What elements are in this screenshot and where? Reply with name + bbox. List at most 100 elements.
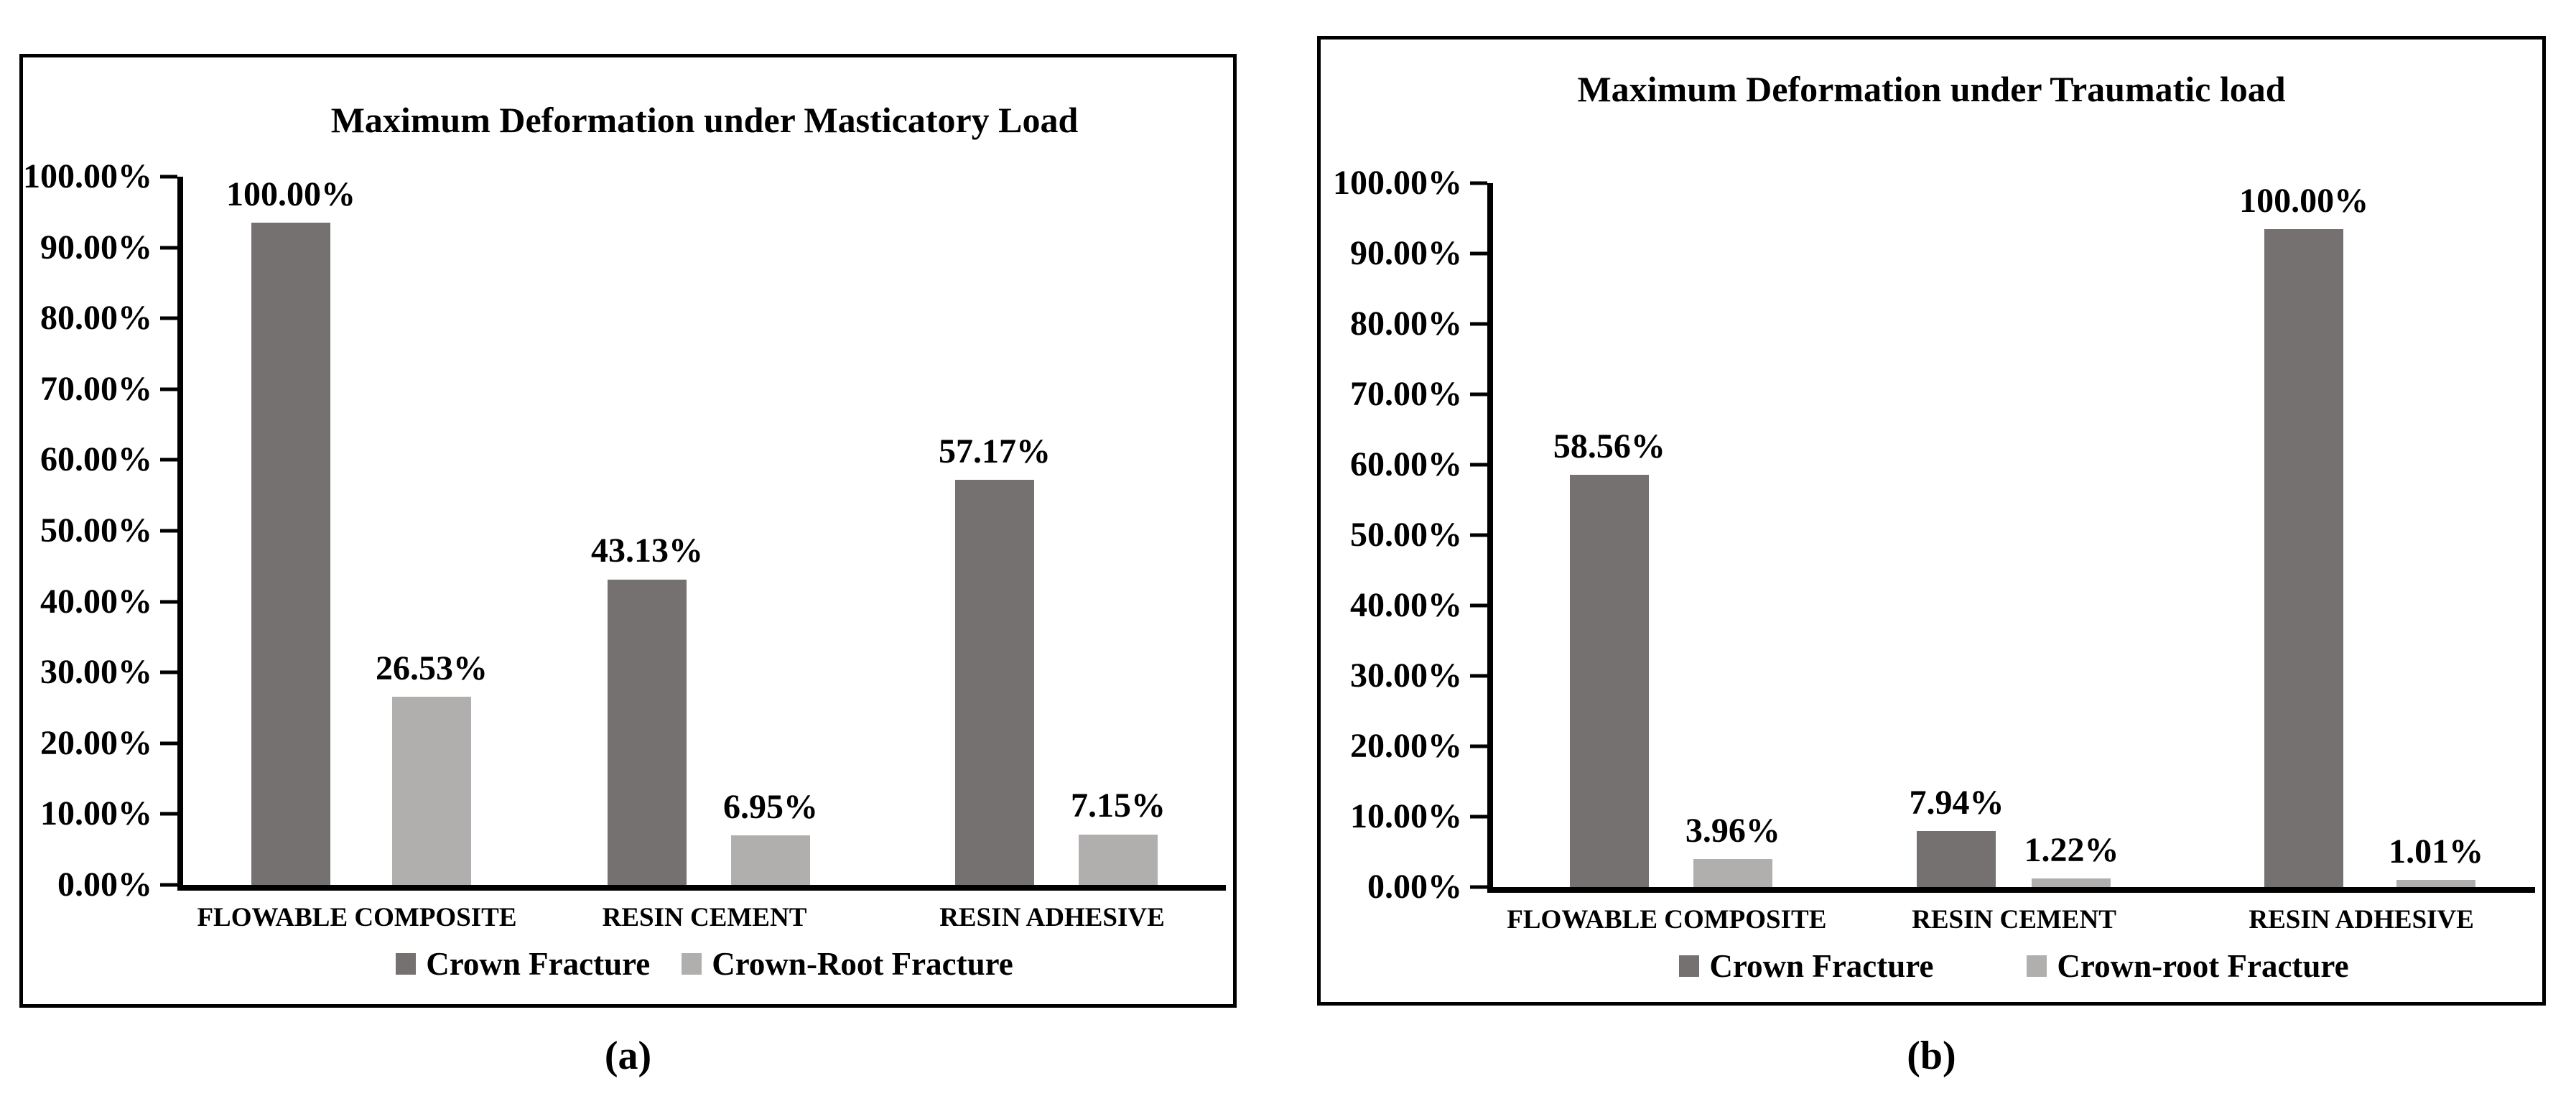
chart-panel-a: Maximum Deformation under Masticatory Lo… [19,54,1237,1008]
bar-value-label: 100.00% [2239,182,2369,220]
bar-value-label: 58.56% [1553,427,1665,465]
x-axis-category-labels: FLOWABLE COMPOSITE RESIN CEMENT RESIN ADHE… [1493,904,2535,935]
bar-value-label: 26.53% [375,649,488,688]
category-label: FLOWABLE COMPOSITE [197,903,517,932]
y-axis-tick-mark [160,883,177,887]
legend-label: Crown Fracture [426,946,651,982]
y-axis-tick-label: 60.00% [1350,445,1462,483]
bar-slot: 3.96% [1685,183,1780,887]
y-axis-tick-label: 10.00% [40,794,152,833]
y-axis-tick-label: 50.00% [1350,516,1462,554]
bar [251,223,330,885]
subfigure-caption-b: (b) [1907,1034,1956,1078]
bar-group: 100.00% 1.01% [2187,182,2535,887]
y-axis-tick-mark [160,175,177,179]
bar-value-label: 3.96% [1685,811,1780,850]
bar [730,835,810,885]
category-label: RESIN CEMENT [1912,905,2116,934]
bar-slot: 100.00% [2239,182,2369,887]
y-axis-tick-label: 20.00% [40,723,152,762]
y-axis-tick-mark [1470,463,1487,467]
y-axis-tick-label: 60.00% [40,440,152,479]
bar-slot: 100.00% [225,175,355,885]
bar-value-label: 43.13% [590,532,703,570]
y-axis-tick-label: 80.00% [1350,305,1462,343]
y-axis-tick-mark [1470,392,1487,396]
y-axis-tick-mark [1470,251,1487,256]
bar [1693,859,1772,887]
y-axis-tick-mark [160,246,177,250]
y-axis-tick-mark [160,458,177,462]
bar-slot: 58.56% [1553,183,1665,887]
chart-panel-b: Maximum Deformation under Traumatic load… [1317,36,2546,1006]
bar [2032,878,2111,887]
y-axis-tick-label: 30.00% [1350,656,1462,695]
category-label: FLOWABLE COMPOSITE [1507,905,1827,934]
legend-label: Crown-Root Fracture [712,946,1013,982]
bar [954,480,1034,885]
legend: Crown Fracture Crown-root Fracture [1493,943,2535,989]
subfigure-caption-a: (a) [604,1034,652,1078]
bar [2396,880,2476,887]
legend-item: Crown-root Fracture [2027,947,2349,985]
bar-slot: 7.15% [1071,177,1166,885]
y-axis-tick-label: 10.00% [1350,797,1462,835]
y-axis-tick-mark [160,812,177,816]
y-axis-tick-label: 90.00% [40,228,152,266]
y-axis-tick-mark [160,529,177,533]
bar-slot: 7.94% [1909,183,2004,887]
x-axis-line [1487,887,2535,893]
y-axis-tick-mark [1470,815,1487,819]
legend-swatch [1679,955,1700,977]
y-axis-tick-label: 70.00% [1350,375,1462,413]
legend-item: Crown-Root Fracture [682,945,1013,983]
bar-group: 100.00% 26.53% [183,175,531,885]
bar-slot: 6.95% [723,177,818,885]
y-axis-tick-mark [1470,885,1487,889]
y-axis-tick-mark [160,316,177,320]
y-axis-tick-label: 70.00% [40,369,152,408]
bar-value-label: 100.00% [225,175,355,213]
y-axis-tick-label: 20.00% [1350,727,1462,765]
y-axis-tick-mark [1470,181,1487,185]
y-axis-tick-label: 100.00% [1333,164,1462,202]
y-axis-tick-mark [160,741,177,746]
chart-title: Maximum Deformation under Masticatory Lo… [330,100,1079,140]
bar-slot: 1.01% [2389,183,2483,887]
legend-swatch [396,953,417,975]
y-axis-tick-mark [1470,533,1487,537]
y-axis-tick-label: 40.00% [1350,586,1462,624]
y-axis-tick-label: 50.00% [40,511,152,549]
legend: Crown Fracture Crown-Root Fracture [183,941,1226,987]
x-axis-category-labels: FLOWABLE COMPOSITE RESIN CEMENT RESIN ADHE… [183,902,1226,933]
bar-group: 57.17% 7.15% [878,177,1226,885]
x-axis-line [177,885,1226,891]
legend-swatch [2027,955,2047,977]
bar [1078,834,1158,885]
y-axis-tick-mark [1470,603,1487,608]
bar-slot: 57.17% [939,177,1051,885]
y-axis-tick-mark [160,600,177,604]
y-axis-tick-mark [160,387,177,391]
y-axis-tick-mark [1470,744,1487,748]
bar-slot: 43.13% [591,177,703,885]
bar [607,579,687,885]
legend-label: Crown-root Fracture [2057,948,2349,984]
bar-slot: 26.53% [376,177,488,885]
legend-item: Crown Fracture [1679,947,1933,985]
bar-group: 7.94% 1.22% [1841,183,2188,887]
y-axis-tick-label: 40.00% [40,582,152,621]
legend-swatch [682,953,702,975]
plot-area: 100.00% 90.00% 80.00% 70.00% 60.00% 50.00% 40.… [1333,166,2535,904]
y-axis-line [177,177,183,885]
y-axis-tick-mark [160,670,177,674]
bar [1569,475,1649,887]
y-axis-line [1487,183,1493,887]
legend-label: Crown Fracture [1709,948,1934,984]
bar-value-label: 1.01% [2389,832,2484,871]
y-axis-tick-label: 100.00% [23,157,152,195]
bar-slot: 1.22% [2024,183,2119,887]
category-label: RESIN CEMENT [602,903,807,932]
bar-value-label: 57.17% [938,432,1051,470]
bar-group: 43.13% 6.95% [531,177,878,885]
